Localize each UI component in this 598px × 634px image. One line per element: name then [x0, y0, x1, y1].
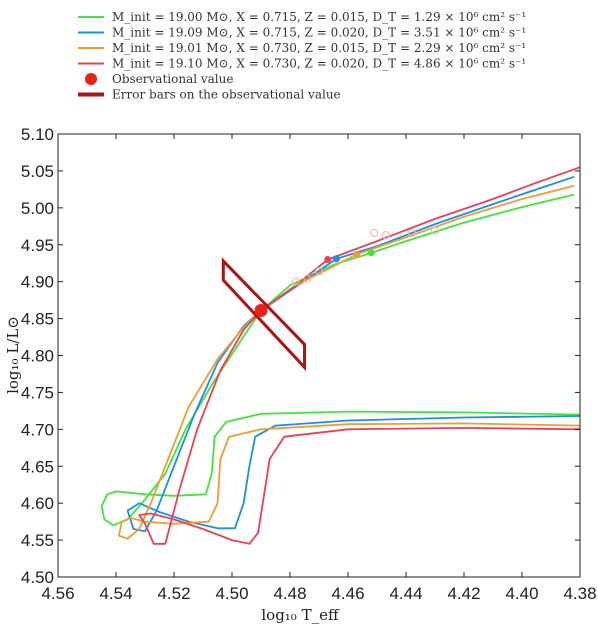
open-marker: [370, 228, 379, 237]
series-line-2: [126, 175, 580, 533]
y-tick-label: 4.60: [21, 494, 54, 513]
x-tick-label: 4.48: [273, 584, 306, 603]
x-tick-label: 4.44: [389, 584, 422, 603]
y-axis-label: log₁₀ L/L⊙: [4, 316, 22, 394]
y-tick-label: 4.90: [21, 273, 54, 292]
error-bars-box: [221, 257, 306, 372]
series-marker-3: [353, 250, 361, 258]
x-tick-label: 4.40: [505, 584, 538, 603]
y-tick-label: 4.70: [21, 420, 54, 439]
legend-entry: Error bars on the observational value: [112, 88, 341, 102]
open-marker: [303, 274, 312, 283]
series-line-1: [100, 193, 580, 527]
open-marker: [381, 231, 390, 240]
series-marker-2: [332, 255, 340, 263]
open-marker: [291, 277, 300, 286]
y-tick-label: 4.80: [21, 347, 54, 366]
open-marker: [315, 267, 323, 276]
y-tick-label: 5.05: [21, 162, 54, 181]
y-tick-label: 5.00: [21, 199, 54, 218]
legend-entry: M_init = 19.00 M⊙, X = 0.715, Z = 0.015,…: [112, 10, 526, 24]
open-marker: [431, 226, 439, 235]
x-tick-label: 4.54: [99, 584, 132, 603]
y-tick-label: 4.65: [21, 457, 54, 476]
y-tick-label: 4.95: [21, 236, 54, 255]
x-tick-label: 4.42: [447, 584, 480, 603]
series-line-3: [118, 184, 580, 540]
observational-value-point: [254, 303, 268, 317]
x-tick-label: 4.38: [563, 584, 596, 603]
y-tick-label: 4.55: [21, 531, 54, 550]
series-line-4: [138, 166, 580, 545]
x-tick-label: 4.52: [157, 584, 190, 603]
legend-entry: M_init = 19.01 M⊙, X = 0.730, Z = 0.015,…: [112, 41, 526, 55]
y-tick-label: 4.75: [21, 383, 54, 402]
x-axis-label: log₁₀ T_eff: [261, 606, 340, 624]
x-tick-label: 4.50: [215, 584, 248, 603]
open-marker: [407, 228, 416, 237]
x-tick-label: 4.56: [41, 584, 74, 603]
axes: 4.56 4.54 4.52 4.50 4.48 4.46 4.44 4.42 4.40 4.38…: [21, 125, 597, 603]
series-marker-4: [324, 256, 332, 264]
plot-area: [100, 166, 580, 545]
legend-entry: M_init = 19.10 M⊙, X = 0.730, Z = 0.020,…: [112, 57, 526, 71]
y-tick-label: 5.10: [21, 125, 54, 144]
x-tick-label: 4.46: [331, 584, 364, 603]
series-marker-1: [367, 249, 375, 257]
y-tick-label: 4.50: [21, 568, 54, 587]
y-tick-label: 4.85: [21, 310, 54, 329]
legend: M_init = 19.00 M⊙, X = 0.715, Z = 0.015,…: [78, 10, 526, 102]
legend-entry: Observational value: [112, 72, 233, 86]
legend-swatch-dot: [85, 73, 97, 85]
legend-entry: M_init = 19.09 M⊙, X = 0.715, Z = 0.020,…: [112, 26, 526, 40]
